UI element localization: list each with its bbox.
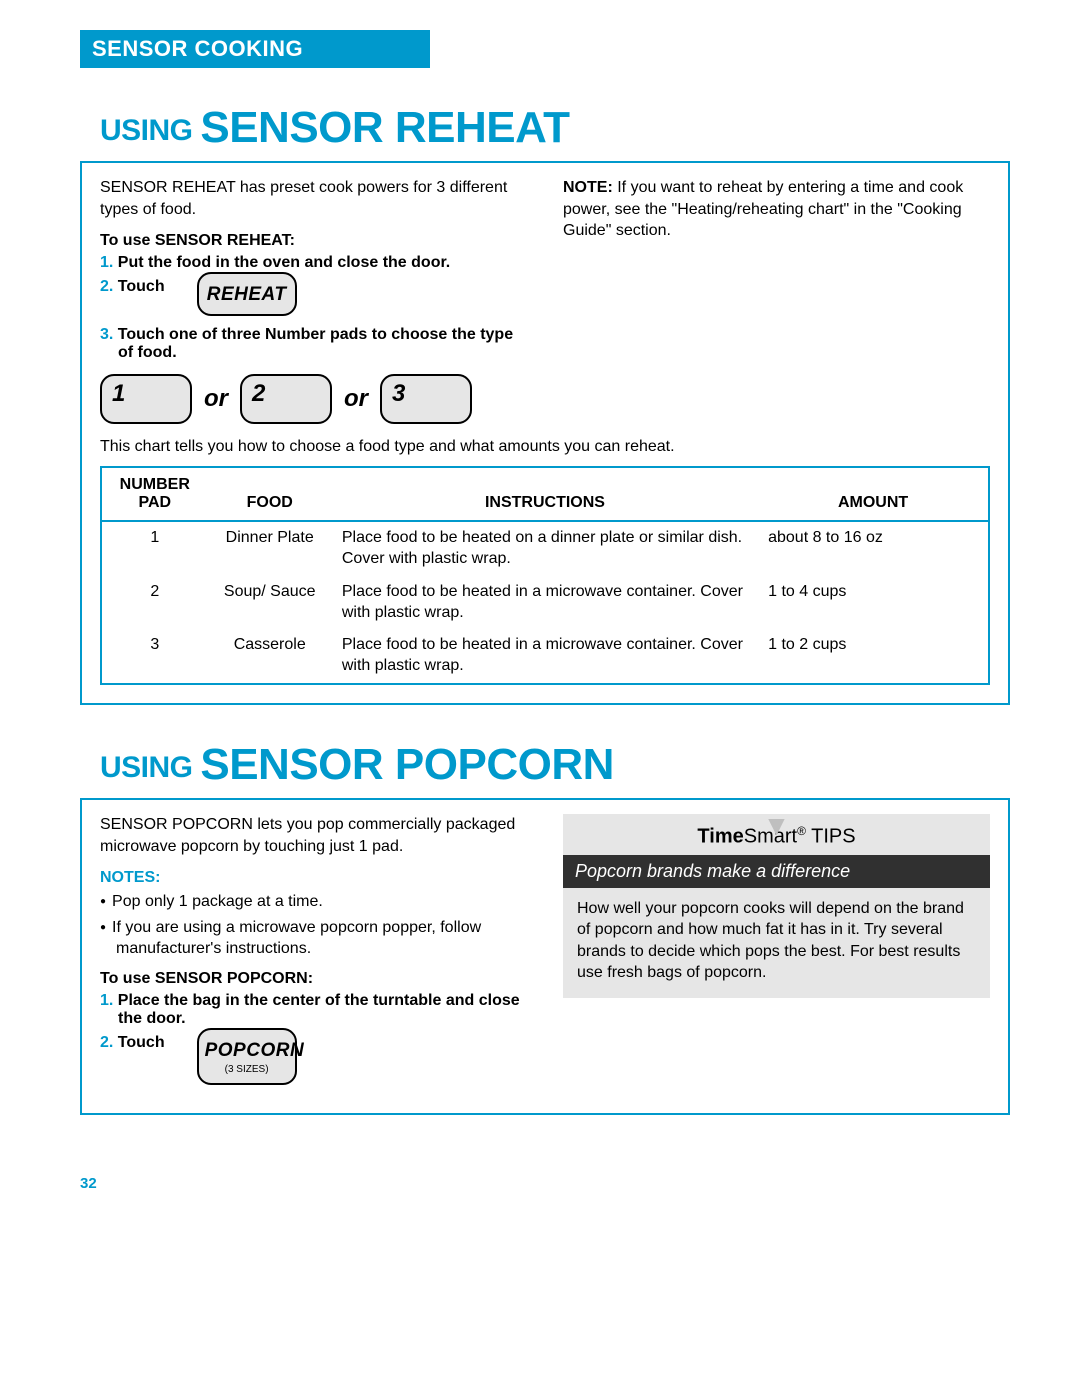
reheat-button: REHEAT xyxy=(197,272,297,316)
reheat-step-3: 3. Touch one of three Number pads to cho… xyxy=(100,326,527,362)
number-pad-2: 2 xyxy=(240,374,332,424)
or-text-2: or xyxy=(344,385,368,413)
table-row: 1 Dinner Plate Place food to be heated o… xyxy=(101,521,989,576)
or-text-1: or xyxy=(204,385,228,413)
popcorn-note-1: Pop only 1 package at a time. xyxy=(100,891,527,913)
reheat-step-1: 1. Put the food in the oven and close th… xyxy=(100,254,527,272)
notes-heading: NOTES: xyxy=(100,869,527,887)
col-amount: AMOUNT xyxy=(758,467,989,521)
popcorn-note-2: If you are using a microwave popcorn pop… xyxy=(100,917,527,960)
section-banner: SENSOR COOKING xyxy=(80,30,430,68)
tips-subheader: Popcorn brands make a difference xyxy=(563,855,990,888)
tips-header: ▼ TimeSmart® TIPS xyxy=(563,814,990,855)
heading-sensor-reheat: USING SENSOR REHEAT xyxy=(100,103,1010,153)
food-type-table: NUMBER PAD FOOD INSTRUCTIONS AMOUNT 1 Di… xyxy=(100,466,990,685)
popcorn-intro: SENSOR POPCORN lets you pop commercially… xyxy=(100,814,527,857)
heading-main: SENSOR POPCORN xyxy=(200,740,614,789)
heading-main: SENSOR REHEAT xyxy=(200,103,569,152)
popcorn-step-1: 1. Place the bag in the center of the tu… xyxy=(100,992,527,1028)
col-number-pad: NUMBER PAD xyxy=(101,467,208,521)
page-number: 32 xyxy=(80,1175,1010,1192)
tips-body: How well your popcorn cooks will depend … xyxy=(563,888,990,998)
to-use-reheat: To use SENSOR REHEAT: xyxy=(100,232,527,250)
reheat-note: NOTE: If you want to reheat by entering … xyxy=(563,177,990,242)
timesmart-tips-box: ▼ TimeSmart® TIPS Popcorn brands make a … xyxy=(563,814,990,998)
col-food: FOOD xyxy=(208,467,332,521)
table-header-row: NUMBER PAD FOOD INSTRUCTIONS AMOUNT xyxy=(101,467,989,521)
number-pad-row: 1 or 2 or 3 xyxy=(100,374,990,424)
to-use-popcorn: To use SENSOR POPCORN: xyxy=(100,970,527,988)
heading-prefix: USING xyxy=(100,114,200,147)
reheat-step-2: 2. Touch xyxy=(100,276,165,296)
sensor-reheat-box: SENSOR REHEAT has preset cook powers for… xyxy=(80,161,1010,705)
sensor-popcorn-box: SENSOR POPCORN lets you pop commercially… xyxy=(80,798,1010,1115)
popcorn-button: POPCORN (3 SIZES) xyxy=(197,1028,297,1085)
popcorn-step-2: 2. Touch xyxy=(100,1032,165,1052)
number-pad-3: 3 xyxy=(380,374,472,424)
heading-prefix: USING xyxy=(100,751,200,784)
reheat-intro: SENSOR REHEAT has preset cook powers for… xyxy=(100,177,527,220)
triangle-icon: ▼ xyxy=(763,810,791,842)
heading-sensor-popcorn: USING SENSOR POPCORN xyxy=(100,740,1010,790)
number-pad-1: 1 xyxy=(100,374,192,424)
col-instructions: INSTRUCTIONS xyxy=(332,467,758,521)
table-row: 3 Casserole Place food to be heated in a… xyxy=(101,629,989,684)
chart-intro: This chart tells you how to choose a foo… xyxy=(100,438,990,456)
table-row: 2 Soup/ Sauce Place food to be heated in… xyxy=(101,576,989,630)
